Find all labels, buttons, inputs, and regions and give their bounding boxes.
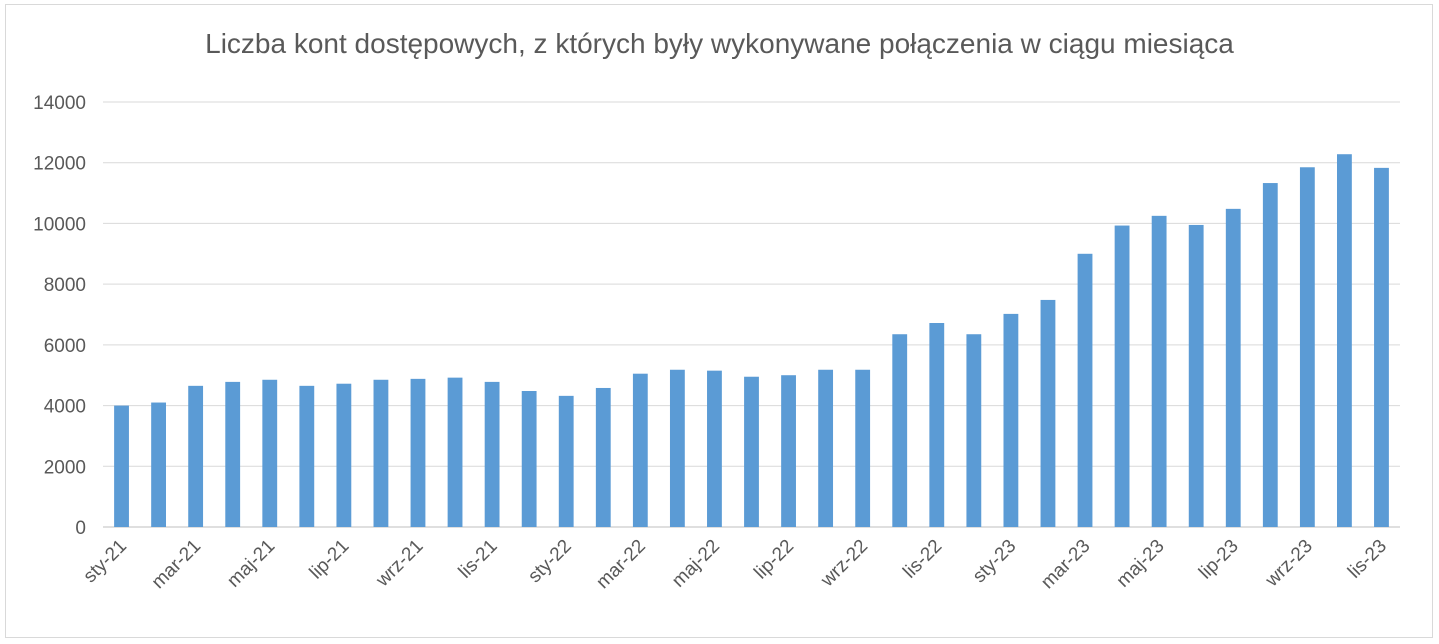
bar: [632, 373, 648, 527]
bar: [929, 323, 945, 527]
x-tick-label: maj-21: [223, 536, 279, 592]
bar: [299, 385, 315, 527]
x-tick-label: lis-22: [899, 536, 946, 583]
bar: [966, 334, 982, 527]
x-tick-label: mar-22: [592, 536, 649, 593]
y-tick-label: 12000: [33, 154, 86, 175]
bar: [1337, 154, 1352, 527]
y-tick-label: 0: [75, 518, 86, 539]
x-tick-label: wrz-23: [1261, 536, 1317, 592]
bar: [410, 378, 426, 527]
bar: [1374, 167, 1389, 527]
x-tick-label: lis-21: [455, 536, 502, 583]
x-tick-label: sty-22: [524, 536, 575, 587]
x-tick-label: mar-21: [148, 536, 205, 593]
bar: [669, 369, 685, 527]
bar: [262, 379, 278, 527]
bar: [1114, 225, 1130, 527]
bar: [781, 375, 796, 527]
y-tick-label: 4000: [44, 397, 86, 418]
bar: [558, 395, 574, 527]
bar: [521, 391, 537, 527]
x-tick-label: lip-23: [1195, 536, 1243, 584]
x-tick-label: mar-23: [1037, 536, 1094, 593]
x-tick-label: maj-22: [668, 536, 724, 592]
bar: [151, 402, 166, 527]
x-tick-label: lip-21: [306, 536, 354, 584]
x-tick-label: sty-21: [80, 536, 131, 587]
bar: [447, 377, 463, 527]
bar: [336, 383, 352, 527]
bar: [1040, 299, 1056, 527]
bar: [744, 376, 759, 527]
y-tick-label: 2000: [44, 457, 86, 478]
x-tick-label: wrz-21: [372, 536, 428, 592]
bar: [1188, 224, 1204, 528]
bar: [484, 381, 500, 527]
y-axis-tick-labels: 0 2000 4000 6000 8000 10000 12000 14000: [33, 93, 86, 539]
y-tick-label: 14000: [33, 93, 86, 114]
bar: [595, 387, 611, 527]
bar: [855, 369, 871, 527]
y-tick-label: 6000: [44, 336, 86, 357]
bar: [1262, 183, 1278, 527]
y-tick-label: 8000: [44, 275, 86, 296]
bar: [1003, 313, 1019, 527]
bar: [892, 334, 908, 527]
bars: [114, 154, 1389, 528]
bar: [114, 405, 129, 527]
bar: [188, 385, 204, 527]
x-tick-label: sty-23: [969, 536, 1020, 587]
bar: [225, 381, 241, 527]
chart-title: Liczba kont dostępowych, z których były …: [205, 28, 1234, 59]
x-tick-label: lis-23: [1344, 536, 1391, 583]
bar: [818, 369, 834, 527]
x-tick-label: wrz-22: [816, 536, 872, 592]
bar: [373, 379, 389, 527]
bar: [1225, 208, 1241, 527]
bar: [1299, 167, 1315, 527]
bar: [707, 370, 722, 527]
x-tick-label: lip-22: [750, 536, 798, 584]
bar: [1151, 215, 1167, 527]
y-tick-label: 10000: [33, 214, 86, 235]
x-axis-tick-labels: sty-21 mar-21 maj-21 lip-21 wrz-21 lis-21 sty-…: [80, 536, 1391, 593]
bar: [1077, 253, 1093, 528]
x-tick-label: maj-23: [1113, 536, 1169, 592]
